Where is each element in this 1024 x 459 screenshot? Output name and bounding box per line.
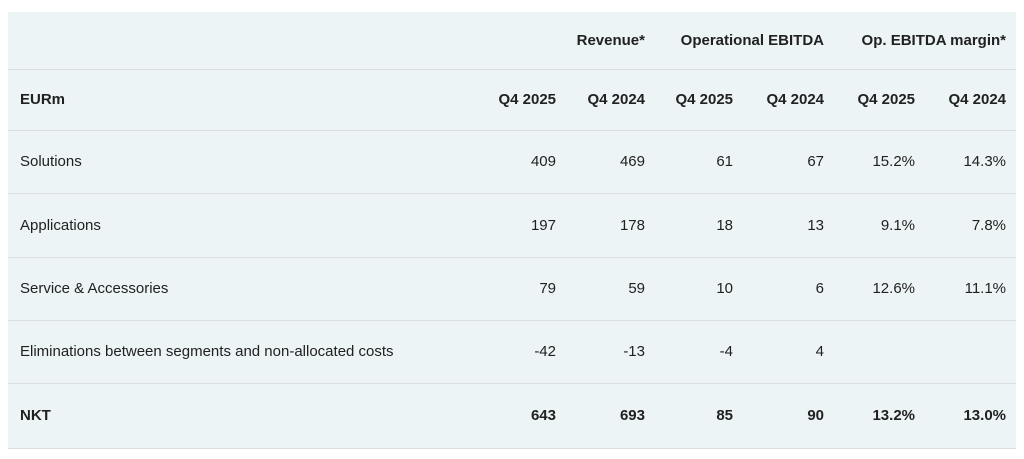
row-label-eliminations: Eliminations between segments and non-al… xyxy=(8,320,466,384)
table-row-eliminations: Eliminations between segments and non-al… xyxy=(8,320,1017,384)
period-header-revenue-q4-2024: Q4 2024 xyxy=(556,69,645,131)
cell-nkt-margin-2024: 13.0% xyxy=(915,383,1017,449)
cell-service-ebitda-2024: 6 xyxy=(733,257,825,321)
cell-applications-revenue-2024: 178 xyxy=(556,193,645,258)
cell-nkt-ebitda-2025: 85 xyxy=(645,383,733,449)
cell-solutions-margin-2025: 15.2% xyxy=(824,130,916,194)
cell-eliminations-ebitda-2024: 4 xyxy=(733,320,825,384)
cell-solutions-margin-2024: 14.3% xyxy=(915,130,1017,194)
table-row-service-accessories: Service & Accessories 79 59 10 6 12.6% 1… xyxy=(8,257,1017,321)
cell-service-margin-2025: 12.6% xyxy=(824,257,916,321)
row-label-solutions: Solutions xyxy=(8,130,466,194)
financial-table: Revenue* Operational EBITDA Op. EBITDA m… xyxy=(8,12,1017,449)
group-header-op-ebitda-margin: Op. EBITDA margin* xyxy=(824,12,1017,70)
cell-eliminations-ebitda-2025: -4 xyxy=(645,320,733,384)
cell-solutions-ebitda-2025: 61 xyxy=(645,130,733,194)
cell-eliminations-margin-2024 xyxy=(915,320,1017,384)
unit-label: EURm xyxy=(8,69,466,131)
group-header-operational-ebitda: Operational EBITDA xyxy=(645,12,825,70)
row-label-nkt: NKT xyxy=(8,383,466,449)
table-row-applications: Applications 197 178 18 13 9.1% 7.8% xyxy=(8,193,1017,258)
cell-nkt-revenue-2025: 643 xyxy=(466,383,556,449)
cell-eliminations-revenue-2024: -13 xyxy=(556,320,645,384)
period-header-margin-q4-2025: Q4 2025 xyxy=(824,69,916,131)
group-header-spacer xyxy=(8,12,466,70)
period-header-ebitda-q4-2025: Q4 2025 xyxy=(645,69,733,131)
period-header-revenue-q4-2025: Q4 2025 xyxy=(466,69,556,131)
cell-solutions-revenue-2024: 469 xyxy=(556,130,645,194)
cell-service-revenue-2024: 59 xyxy=(556,257,645,321)
cell-nkt-revenue-2024: 693 xyxy=(556,383,645,449)
period-header-ebitda-q4-2024: Q4 2024 xyxy=(733,69,825,131)
cell-service-ebitda-2025: 10 xyxy=(645,257,733,321)
cell-service-margin-2024: 11.1% xyxy=(915,257,1017,321)
financial-table-container: Revenue* Operational EBITDA Op. EBITDA m… xyxy=(8,12,1017,449)
cell-service-revenue-2025: 79 xyxy=(466,257,556,321)
cell-nkt-margin-2025: 13.2% xyxy=(824,383,916,449)
group-header-row: Revenue* Operational EBITDA Op. EBITDA m… xyxy=(8,12,1017,70)
cell-nkt-ebitda-2024: 90 xyxy=(733,383,825,449)
table-row-nkt-total: NKT 643 693 85 90 13.2% 13.0% xyxy=(8,383,1017,449)
cell-solutions-revenue-2025: 409 xyxy=(466,130,556,194)
group-header-revenue: Revenue* xyxy=(466,12,645,70)
cell-solutions-ebitda-2024: 67 xyxy=(733,130,825,194)
cell-applications-ebitda-2025: 18 xyxy=(645,193,733,258)
period-header-margin-q4-2024: Q4 2024 xyxy=(915,69,1017,131)
table-row-solutions: Solutions 409 469 61 67 15.2% 14.3% xyxy=(8,130,1017,194)
cell-eliminations-revenue-2025: -42 xyxy=(466,320,556,384)
cell-applications-margin-2025: 9.1% xyxy=(824,193,916,258)
row-label-service-accessories: Service & Accessories xyxy=(8,257,466,321)
cell-applications-revenue-2025: 197 xyxy=(466,193,556,258)
cell-eliminations-margin-2025 xyxy=(824,320,916,384)
cell-applications-ebitda-2024: 13 xyxy=(733,193,825,258)
cell-applications-margin-2024: 7.8% xyxy=(915,193,1017,258)
column-header-row: EURm Q4 2025 Q4 2024 Q4 2025 Q4 2024 Q4 … xyxy=(8,69,1017,131)
row-label-applications: Applications xyxy=(8,193,466,258)
